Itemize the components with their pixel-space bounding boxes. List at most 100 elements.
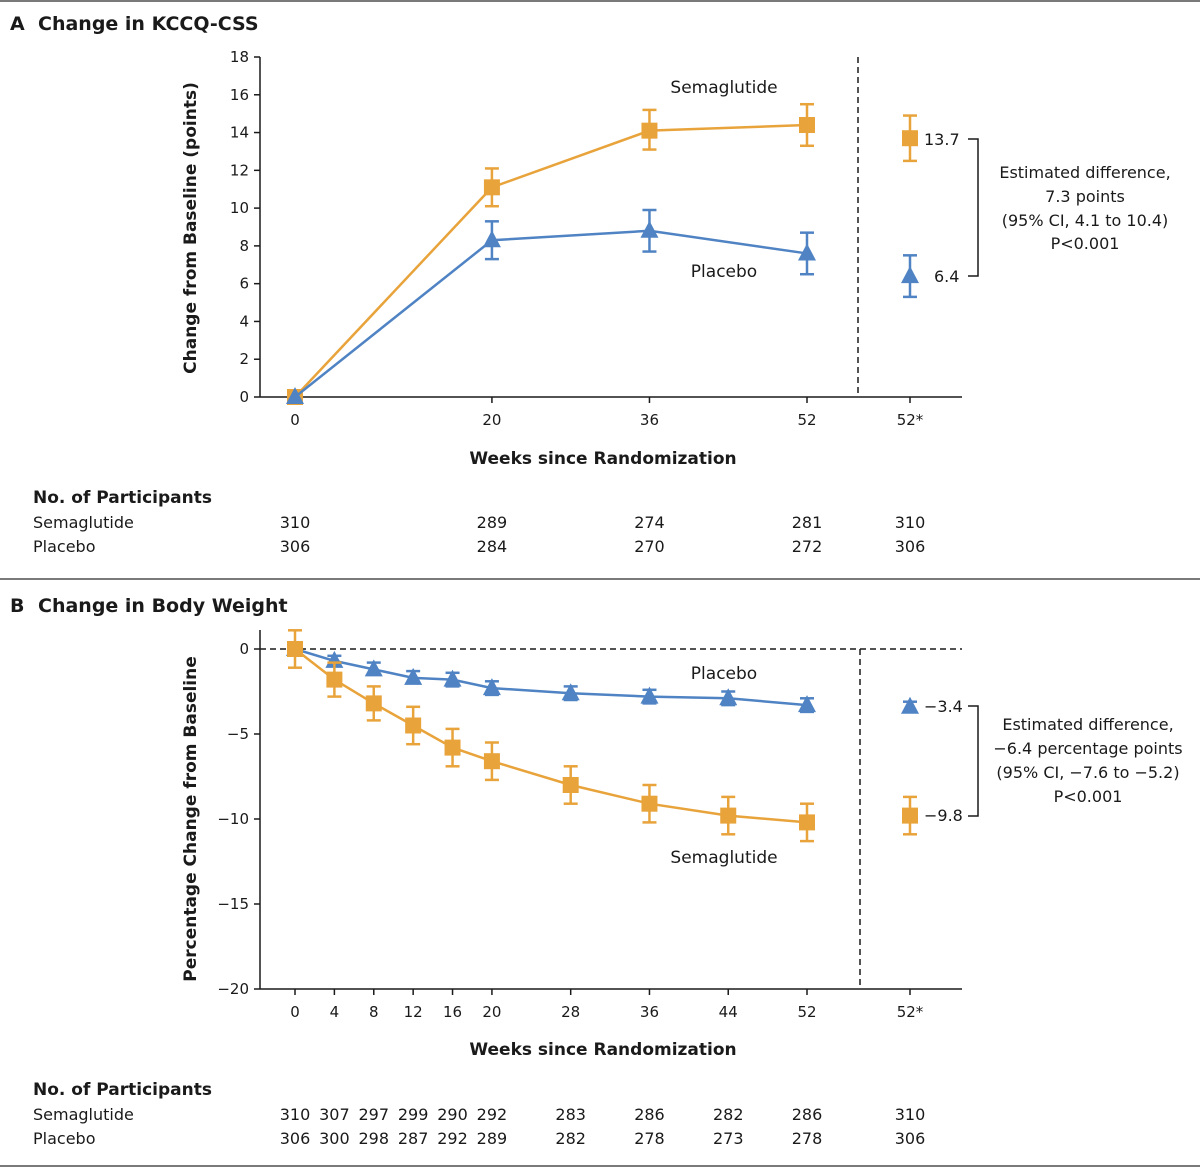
semaglutide-point (483, 179, 500, 196)
placebo-point (640, 686, 659, 704)
y-tick-label: 0 (239, 388, 249, 406)
semaglutide-point (365, 695, 382, 712)
placebo-line (294, 229, 808, 398)
panel-b-x-axis-label: Weeks since Randomization (469, 1040, 736, 1060)
panel-a-semaglutide-label: Semaglutide (670, 78, 777, 98)
placebo-point (482, 678, 501, 696)
panel-b-annotation-line-2: −6.4 percentage points (993, 739, 1182, 758)
semaglutide-point (287, 641, 303, 657)
y-tick-label: 16 (230, 86, 249, 104)
panel-b-series (286, 629, 816, 843)
panel-a-estimate-placebo-label: 6.4 (934, 267, 959, 286)
x-tick-label: 36 (640, 1003, 659, 1021)
semaglutide-line (294, 648, 808, 824)
panel-b-axes (259, 630, 962, 990)
panel-a-series (286, 102, 816, 405)
panel-b-annotation-line-4: P<0.001 (1054, 787, 1123, 806)
panel-b-title: Change in Body Weight (38, 595, 288, 617)
panel-a-annotation-line-3: (95% CI, 4.1 to 10.4) (1002, 211, 1169, 230)
participant-count: 273 (713, 1129, 744, 1148)
y-tick-label: 0 (239, 640, 249, 658)
participant-count: 282 (713, 1105, 744, 1124)
x-tick-label: 52 (797, 411, 816, 429)
panel-a-x-axis-label: Weeks since Randomization (469, 449, 736, 469)
y-tick-label: −20 (217, 980, 249, 998)
participant-count-estimate: 306 (895, 1129, 926, 1148)
placebo-point (286, 387, 304, 404)
participant-count: 298 (358, 1129, 389, 1148)
participant-count: 310 (280, 1105, 311, 1124)
panel-a-participants-row-name: Semaglutide (33, 513, 134, 532)
panel-a-estimates (901, 114, 919, 299)
x-tick-label-estimate: 52* (897, 411, 924, 429)
semaglutide-line (294, 123, 808, 398)
participant-count: 286 (634, 1105, 665, 1124)
panel-a-placebo-label: Placebo (691, 262, 757, 282)
placebo-point (640, 220, 659, 238)
participant-count-estimate: 306 (895, 537, 926, 556)
placebo-point (798, 695, 816, 713)
panel-a-participant-counts: 310 289 274 281 310 306 284 270 272 306 (280, 513, 926, 556)
x-tick-label: 12 (404, 1003, 423, 1021)
y-tick-label: 2 (239, 350, 249, 368)
semaglutide-point (799, 117, 815, 133)
participant-count: 272 (792, 537, 823, 556)
panel-a-annotation-line-4: P<0.001 (1051, 234, 1120, 253)
participant-count: 270 (634, 537, 665, 556)
panel-a-y-ticks: 0 2 4 6 8 10 12 14 16 18 (230, 48, 260, 406)
placebo-point (798, 243, 816, 261)
y-tick-label: 4 (239, 312, 249, 330)
y-tick-label: 8 (239, 237, 249, 255)
panel-a-participants-heading: No. of Participants (33, 488, 212, 508)
x-tick-label: 36 (640, 411, 659, 429)
semaglutide-point (562, 777, 579, 793)
participant-count: 310 (280, 513, 311, 532)
placebo-point (443, 669, 462, 687)
semaglutide-point (720, 807, 737, 824)
panel-a-participants-row-name: Placebo (33, 537, 95, 556)
panel-b-annotation-line-1: Estimated difference, (1002, 715, 1173, 734)
panel-b-placebo-label: Placebo (691, 664, 757, 684)
y-tick-label: −10 (217, 810, 249, 828)
panel-a-title: Change in KCCQ-CSS (38, 13, 259, 35)
y-tick-label: −15 (217, 895, 249, 913)
participant-count-estimate: 310 (895, 513, 926, 532)
semaglutide-point (483, 753, 500, 770)
participant-count: 306 (280, 1129, 311, 1148)
semaglutide-estimate-point (902, 807, 918, 824)
panel-a-letter: A (10, 13, 25, 35)
participant-count: 274 (634, 513, 665, 532)
participant-count: 292 (437, 1129, 468, 1148)
x-tick-label-estimate: 52* (897, 1003, 924, 1021)
panel-b-estimate-placebo-label: −3.4 (924, 697, 963, 716)
x-tick-label: 52 (797, 1003, 816, 1021)
panel-a-annotation-line-2: 7.3 points (1045, 187, 1125, 206)
participant-count: 292 (477, 1105, 508, 1124)
semaglutide-point (405, 717, 422, 734)
y-tick-label: 6 (239, 275, 249, 293)
panel-a: A Change in KCCQ-CSS Change from Baselin… (10, 13, 1171, 556)
participant-count: 283 (555, 1105, 586, 1124)
x-tick-label: 4 (330, 1003, 340, 1021)
panel-a-y-axis-label: Change from Baseline (points) (181, 82, 201, 374)
panel-b-participants-row-name: Placebo (33, 1129, 95, 1148)
panel-a-annotation-line-1: Estimated difference, (999, 163, 1170, 182)
participant-count: 281 (792, 513, 823, 532)
placebo-estimate-point (901, 696, 919, 714)
y-tick-label: 12 (230, 161, 249, 179)
x-tick-label: 16 (443, 1003, 462, 1021)
placebo-point (561, 683, 580, 701)
panel-a-bracket (968, 138, 979, 277)
panel-b-letter: B (10, 595, 24, 617)
participant-count: 297 (358, 1105, 389, 1124)
panel-b-bracket (968, 705, 979, 817)
semaglutide-point (799, 814, 815, 831)
participant-count: 290 (437, 1105, 468, 1124)
placebo-point (364, 659, 383, 677)
semaglutide-point (641, 795, 658, 812)
panel-b-estimate-semaglutide-label: −9.8 (924, 806, 963, 825)
x-tick-label: 44 (719, 1003, 738, 1021)
panel-a-axes (259, 57, 962, 398)
panel-b-x-ticks: 0 4 8 12 16 20 28 36 44 52 52* (290, 989, 924, 1021)
